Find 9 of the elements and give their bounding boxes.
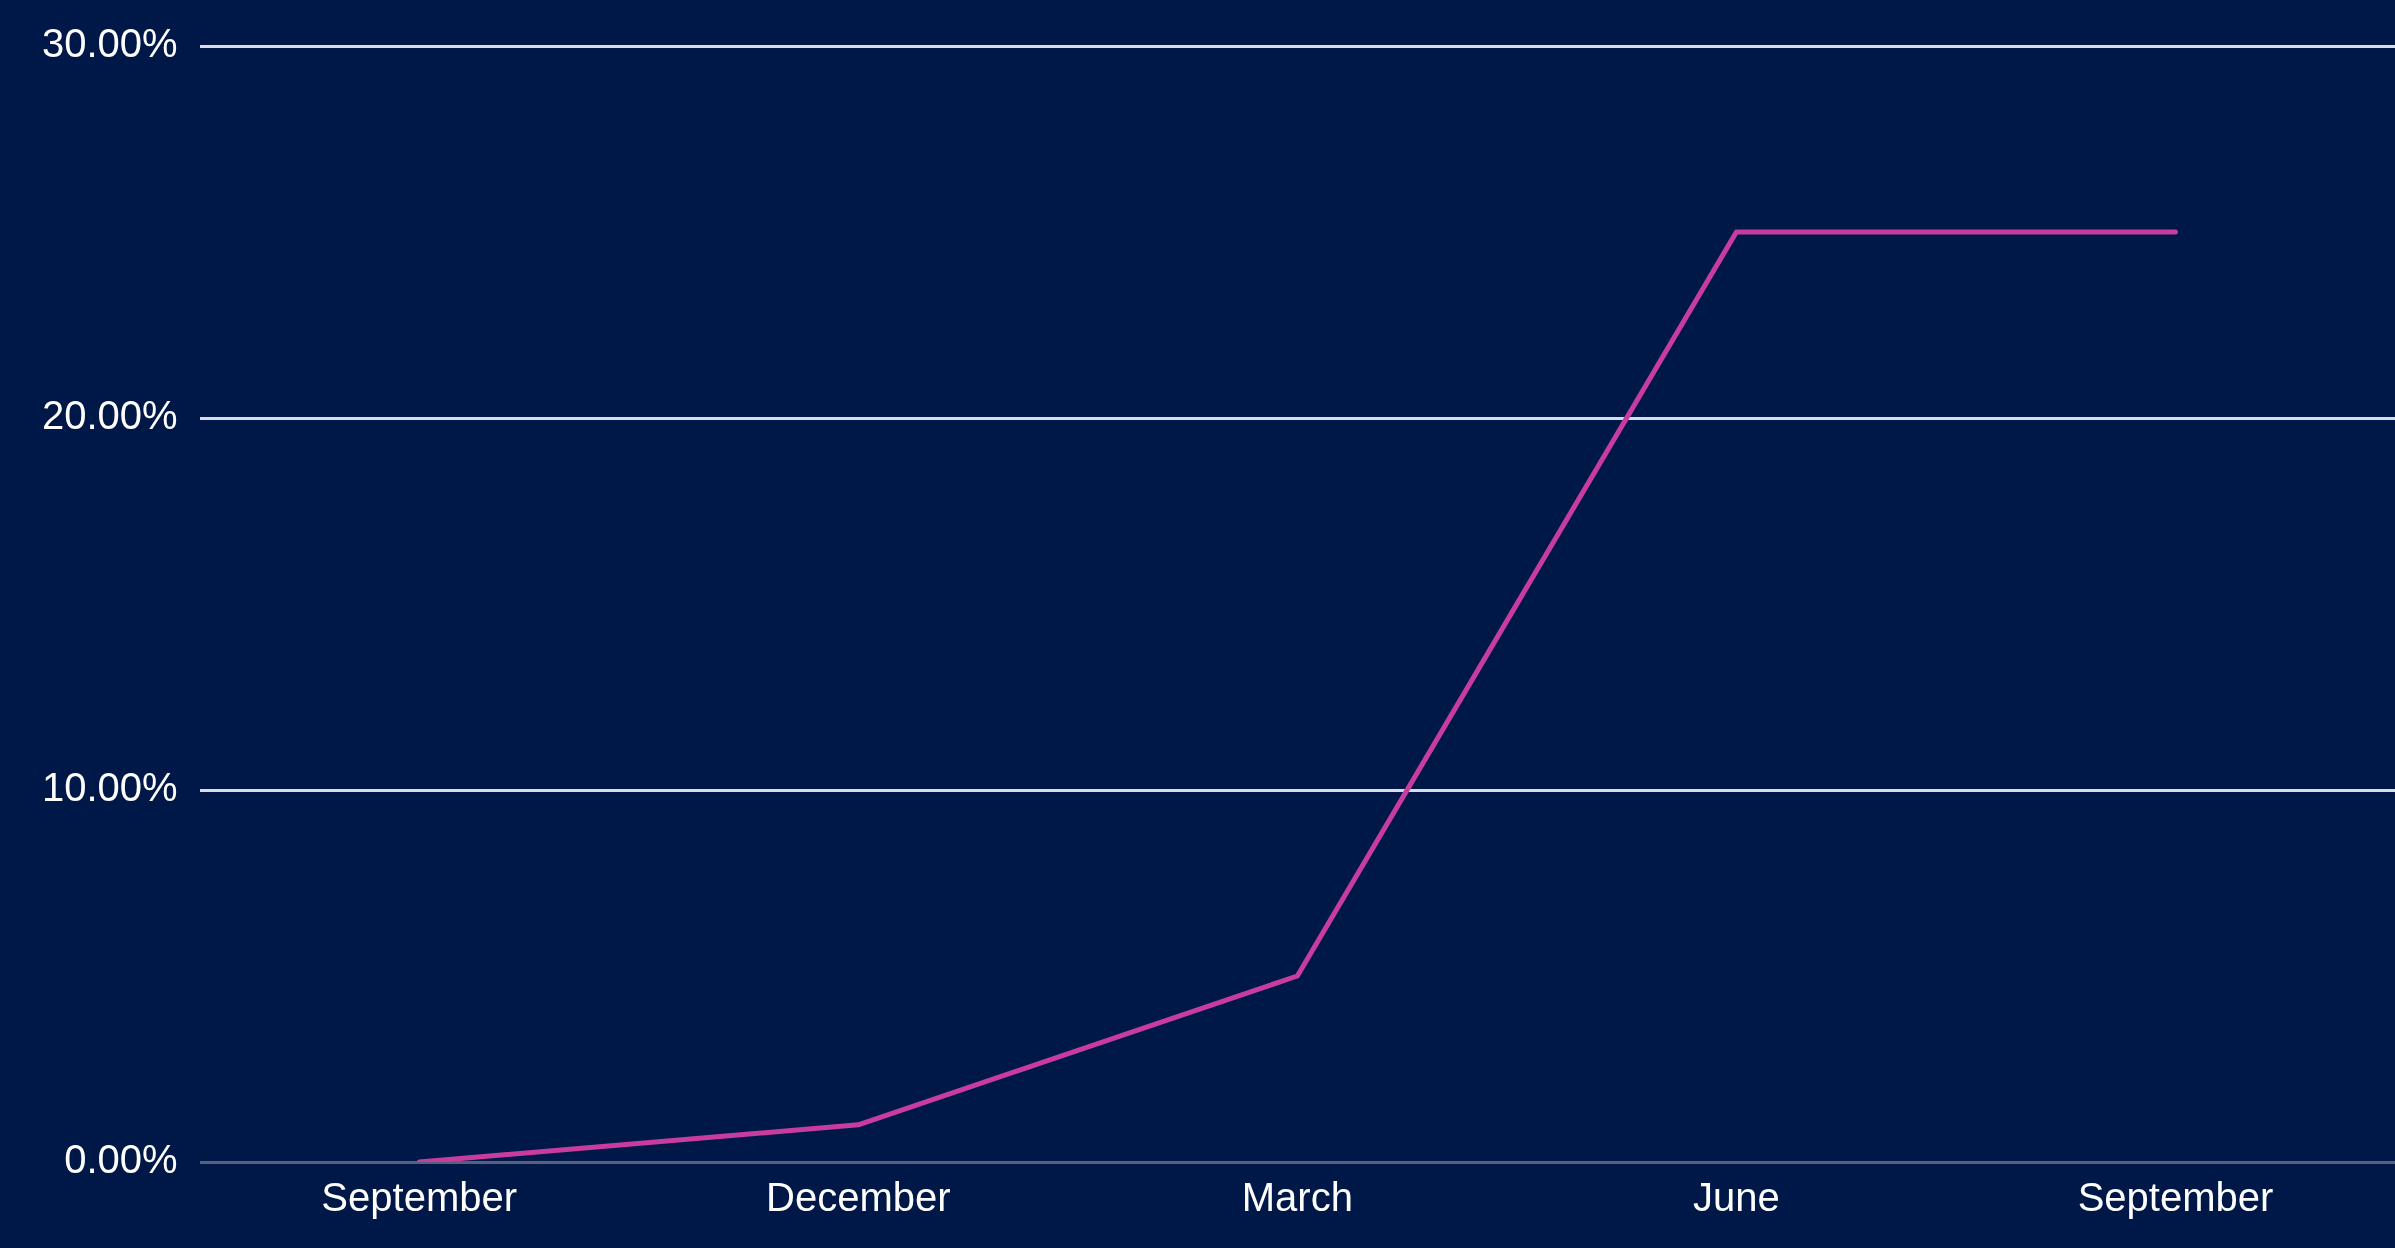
y-tick-label: 30.00% (41, 21, 178, 66)
x-tick-label: September (321, 1175, 518, 1220)
x-tick-label: March (1241, 1175, 1353, 1220)
y-tick-label: 10.00% (41, 765, 178, 810)
x-tick-label: September (2077, 1175, 2274, 1220)
y-tick-label: 0.00% (64, 1137, 178, 1182)
x-tick-label: December (766, 1175, 951, 1220)
x-tick-label: June (1693, 1175, 1780, 1220)
y-tick-label: 20.00% (41, 393, 178, 438)
